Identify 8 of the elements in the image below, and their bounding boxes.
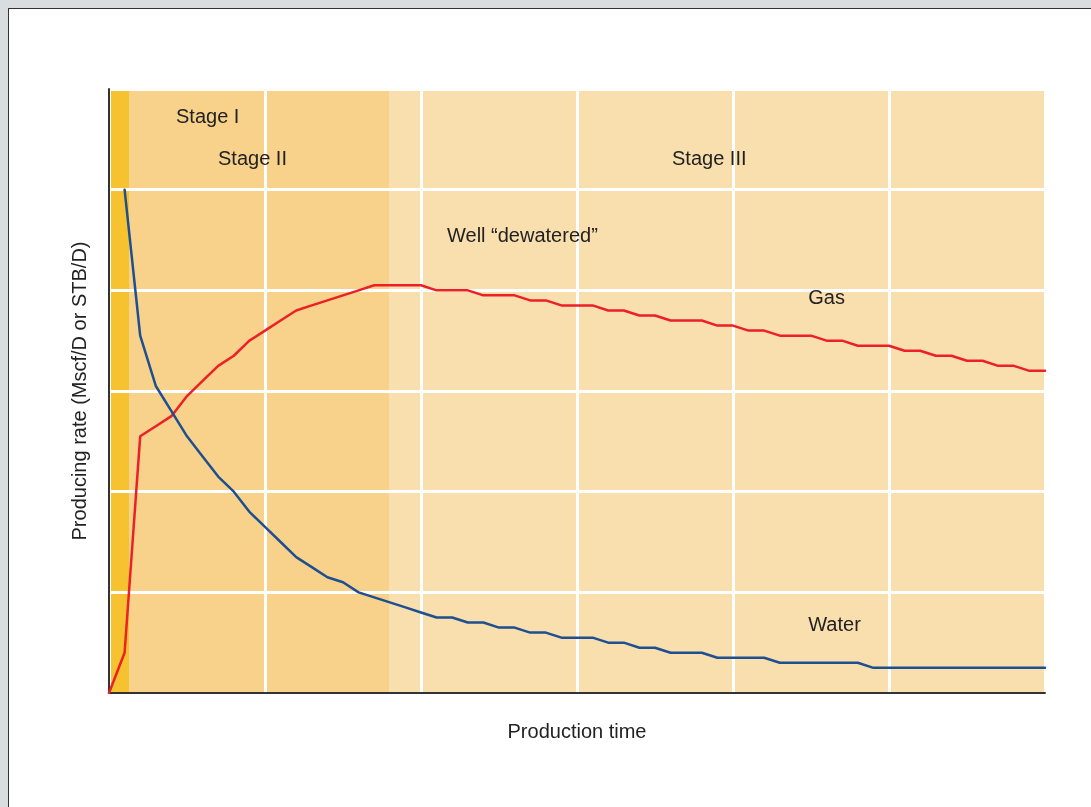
text: Stage II	[218, 147, 287, 169]
series-label: Water	[808, 612, 862, 635]
series-label: Gas	[808, 285, 845, 308]
x-axis-title: Production time	[507, 720, 647, 742]
annotation: Well “dewatered”	[447, 224, 598, 246]
y-axis-title: Producing rate (Mscf/D or STB/D)	[68, 241, 90, 541]
text: Stage I	[176, 105, 240, 127]
text: Stage III	[672, 147, 747, 169]
